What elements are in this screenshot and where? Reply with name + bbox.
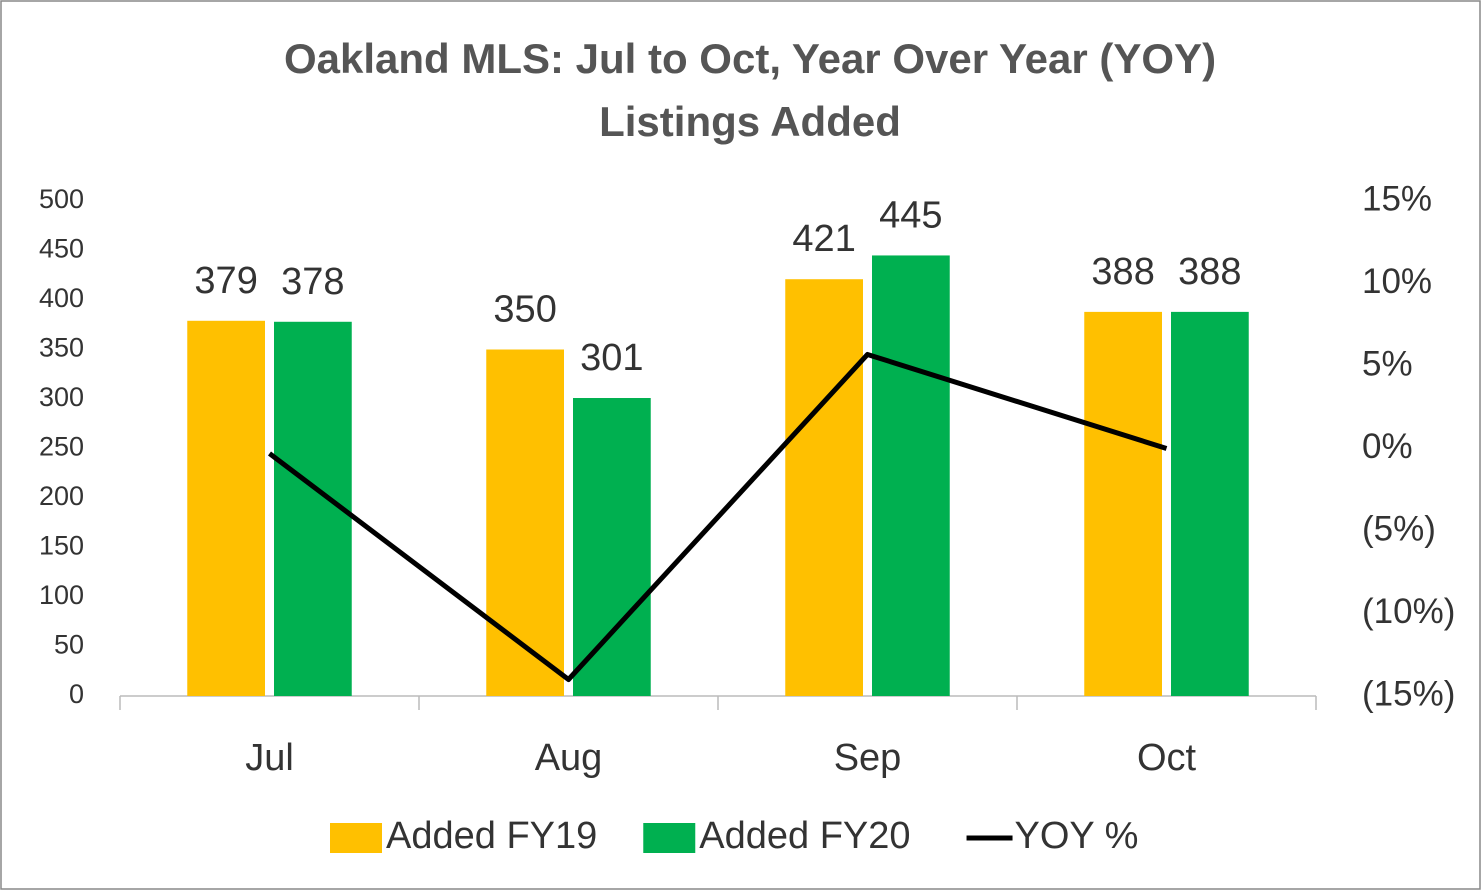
x-tick-label: Oct xyxy=(1137,737,1197,779)
chart-subtitle: Listings Added xyxy=(599,98,901,145)
legend-label: YOY % xyxy=(1015,815,1139,857)
y-tick-label: 150 xyxy=(39,531,84,561)
y-tick-label: 350 xyxy=(39,333,84,363)
y-tick-label: 200 xyxy=(39,481,84,511)
x-tick-label: Jul xyxy=(245,737,294,779)
legend-swatch xyxy=(330,823,382,853)
y-tick-label: 400 xyxy=(39,283,84,313)
bar xyxy=(486,349,564,696)
line xyxy=(267,351,1168,682)
y2-tick-label: 0% xyxy=(1362,427,1413,466)
y2-tick-label: 15% xyxy=(1362,179,1432,218)
y-tick-label: 300 xyxy=(39,382,84,412)
y2-tick-label: (5%) xyxy=(1362,509,1436,548)
bar xyxy=(785,279,863,696)
y-tick-label: 450 xyxy=(39,234,84,264)
y-tick-label: 500 xyxy=(39,184,84,214)
y-tick-label: 250 xyxy=(39,432,84,462)
data-label: 379 xyxy=(194,260,257,302)
y2-tick-label: (15%) xyxy=(1362,674,1455,713)
data-label: 350 xyxy=(493,289,556,331)
legend-swatch xyxy=(643,823,696,853)
legend-label: Added FY20 xyxy=(699,815,910,857)
bar xyxy=(1084,311,1162,696)
bar xyxy=(1171,311,1249,696)
x-tick-label: Sep xyxy=(834,737,902,779)
data-label: 388 xyxy=(1091,251,1154,293)
chart-title: Oakland MLS: Jul to Oct, Year Over Year … xyxy=(284,35,1216,82)
data-label: 378 xyxy=(281,261,344,303)
data-label: 301 xyxy=(580,337,643,379)
y2-tick-label: 10% xyxy=(1362,262,1432,301)
y2-tick-label: (10%) xyxy=(1362,592,1455,631)
data-label: 421 xyxy=(792,218,855,260)
y2-tick-label: 5% xyxy=(1362,344,1413,383)
bar xyxy=(187,320,265,696)
x-tick-label: Aug xyxy=(535,737,603,779)
data-label: 388 xyxy=(1178,251,1241,293)
bar xyxy=(573,398,651,696)
y-tick-label: 50 xyxy=(54,630,84,660)
data-label: 445 xyxy=(879,194,942,236)
bar xyxy=(872,255,950,696)
legend-label: Added FY19 xyxy=(386,815,597,857)
y-tick-label: 100 xyxy=(39,580,84,610)
y-tick-label: 0 xyxy=(69,679,84,709)
